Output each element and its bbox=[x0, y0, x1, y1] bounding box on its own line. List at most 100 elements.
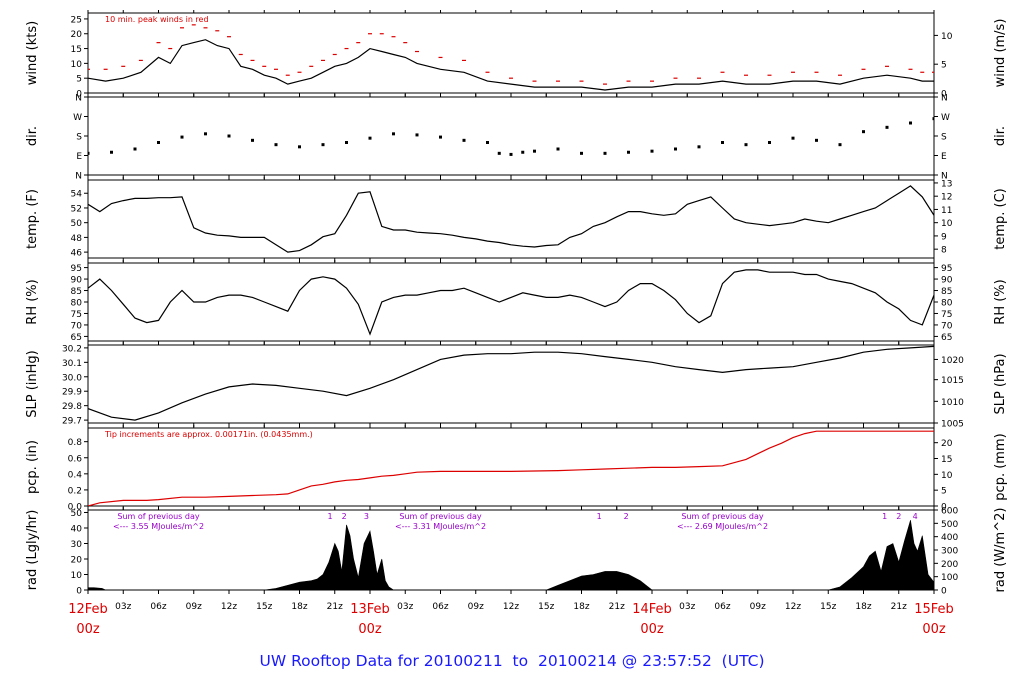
panel-slp: 29.7 29.8 29.9 30.0 30.1 30.2 1005 1010 1015 1020… bbox=[25, 342, 1008, 430]
series-line bbox=[88, 345, 934, 421]
x-tick-label: 12z bbox=[221, 602, 237, 612]
y-tick-label-left: 29.7 bbox=[62, 417, 82, 427]
day-sum-value: <--- 3.55 MJoules/m^2 bbox=[113, 522, 204, 531]
x-tick-label: 03z bbox=[115, 602, 131, 612]
y-tick-label-right: 10 bbox=[941, 32, 953, 42]
data-point bbox=[509, 152, 513, 156]
data-layer bbox=[88, 345, 934, 421]
data-layer bbox=[88, 117, 934, 156]
y-tick-label-left: E bbox=[76, 152, 82, 162]
day-sum-note: Sum of previous day bbox=[399, 512, 481, 521]
y-tick-label-left: 46 bbox=[71, 249, 83, 259]
y-tick-label-right: 100 bbox=[941, 573, 958, 583]
y-axis-label-left: wind (kts) bbox=[25, 21, 40, 85]
x-day-label: 15Feb bbox=[914, 602, 954, 617]
y-tick-label-right: N bbox=[941, 172, 948, 182]
data-point bbox=[650, 149, 654, 153]
x-tick-label: 15z bbox=[256, 602, 272, 612]
x-tick-label: 09z bbox=[468, 602, 484, 612]
y-tick-label-left: 80 bbox=[71, 299, 83, 309]
y-tick-label-right: 85 bbox=[941, 287, 952, 297]
y-tick-label-left: 20 bbox=[71, 555, 83, 565]
data-point bbox=[932, 117, 934, 121]
x-tick-label: 06z bbox=[714, 602, 730, 612]
y-tick-label-right: 11 bbox=[941, 206, 952, 216]
series-line bbox=[88, 185, 934, 253]
x-tick-label: 15z bbox=[820, 602, 836, 612]
data-point bbox=[133, 147, 137, 151]
y-tick-label-right: 0 bbox=[941, 90, 947, 100]
y-tick-label-left: 25 bbox=[71, 15, 82, 25]
y-tick-label-right: 15 bbox=[941, 455, 952, 465]
y-tick-label-left: 50 bbox=[71, 509, 83, 519]
y-tick-label-left: 90 bbox=[71, 276, 83, 286]
x-tick-label: 21z bbox=[891, 602, 907, 612]
day-sum-value: <--- 3.31 MJoules/m^2 bbox=[395, 522, 486, 531]
data-point bbox=[885, 125, 889, 129]
y-tick-label-right: 1015 bbox=[941, 376, 964, 386]
y-tick-label-left: 30 bbox=[71, 540, 83, 550]
x-day-label: 12Feb bbox=[68, 602, 108, 617]
data-point bbox=[721, 141, 724, 144]
y-tick-label-left: 5 bbox=[76, 75, 82, 85]
y-tick-label-right: S bbox=[941, 133, 947, 143]
y-tick-label-left: 10 bbox=[71, 571, 83, 581]
x-tick-label: 15z bbox=[538, 602, 554, 612]
y-axis-label-left: pcp. (in) bbox=[25, 440, 40, 494]
radiation-marker: 2 bbox=[624, 512, 629, 521]
y-tick-label-right: 5 bbox=[941, 61, 947, 71]
y-axis-label-left: SLP (inHg) bbox=[25, 350, 40, 418]
day-sum-note: Sum of previous day bbox=[681, 512, 763, 521]
y-tick-label-right: W bbox=[941, 113, 950, 123]
y-tick-label-left: W bbox=[73, 113, 82, 123]
y-axis-label-left: dir. bbox=[25, 126, 40, 146]
y-tick-label-right: 200 bbox=[941, 560, 958, 570]
y-tick-label-right: 0 bbox=[941, 587, 947, 597]
panel-frame bbox=[87, 427, 935, 507]
x-day-time-label: 00z bbox=[358, 622, 382, 637]
y-tick-label-right: 10 bbox=[941, 219, 953, 229]
y-tick-label-left: 50 bbox=[71, 219, 83, 229]
radiation-marker: 1 bbox=[328, 512, 333, 521]
y-tick-label-left: 15 bbox=[71, 45, 82, 55]
data-point bbox=[415, 133, 419, 137]
x-day-time-label: 00z bbox=[640, 622, 664, 637]
y-tick-label-right: 5 bbox=[941, 487, 947, 497]
y-tick-label-left: 65 bbox=[71, 333, 82, 343]
x-tick-label: 03z bbox=[397, 602, 413, 612]
data-point bbox=[674, 147, 677, 151]
y-axis-label-right: pcp. (mm) bbox=[993, 433, 1008, 500]
y-tick-label-right: 12 bbox=[941, 193, 952, 203]
y-tick-label-left: 48 bbox=[71, 234, 83, 244]
y-tick-label-left: S bbox=[76, 133, 82, 143]
x-tick-label: 03z bbox=[679, 602, 695, 612]
y-axis-label-right: SLP (hPa) bbox=[993, 353, 1008, 414]
y-tick-label-left: 0.4 bbox=[68, 470, 83, 480]
data-layer bbox=[88, 430, 934, 506]
y-axis-label-right: RH (%) bbox=[993, 279, 1008, 324]
data-point bbox=[439, 135, 442, 139]
radiation-area bbox=[88, 520, 934, 590]
radiation-marker: 1 bbox=[882, 512, 887, 521]
figure-title: UW Rooftop Data for 20100211 to 20100214… bbox=[259, 652, 765, 670]
y-tick-label-right: 1005 bbox=[941, 420, 964, 430]
day-sum-note: Sum of previous day bbox=[117, 512, 199, 521]
y-tick-label-left: 75 bbox=[71, 310, 82, 320]
x-day-time-label: 00z bbox=[922, 622, 946, 637]
data-point bbox=[251, 138, 254, 142]
x-tick-label: 18z bbox=[291, 602, 307, 612]
y-axis-label-right: temp. (C) bbox=[993, 188, 1008, 250]
data-point bbox=[321, 143, 325, 147]
y-tick-label-left: 95 bbox=[71, 264, 82, 274]
radiation-marker: 3 bbox=[364, 512, 369, 521]
y-tick-label-right: 10 bbox=[941, 471, 953, 481]
y-tick-label-right: 65 bbox=[941, 333, 952, 343]
data-point bbox=[580, 151, 583, 155]
y-tick-label-right: 1010 bbox=[941, 398, 964, 408]
y-tick-label-left: 29.8 bbox=[62, 402, 82, 412]
radiation-marker: 2 bbox=[896, 512, 901, 521]
y-tick-label-left: 30.1 bbox=[62, 359, 82, 369]
